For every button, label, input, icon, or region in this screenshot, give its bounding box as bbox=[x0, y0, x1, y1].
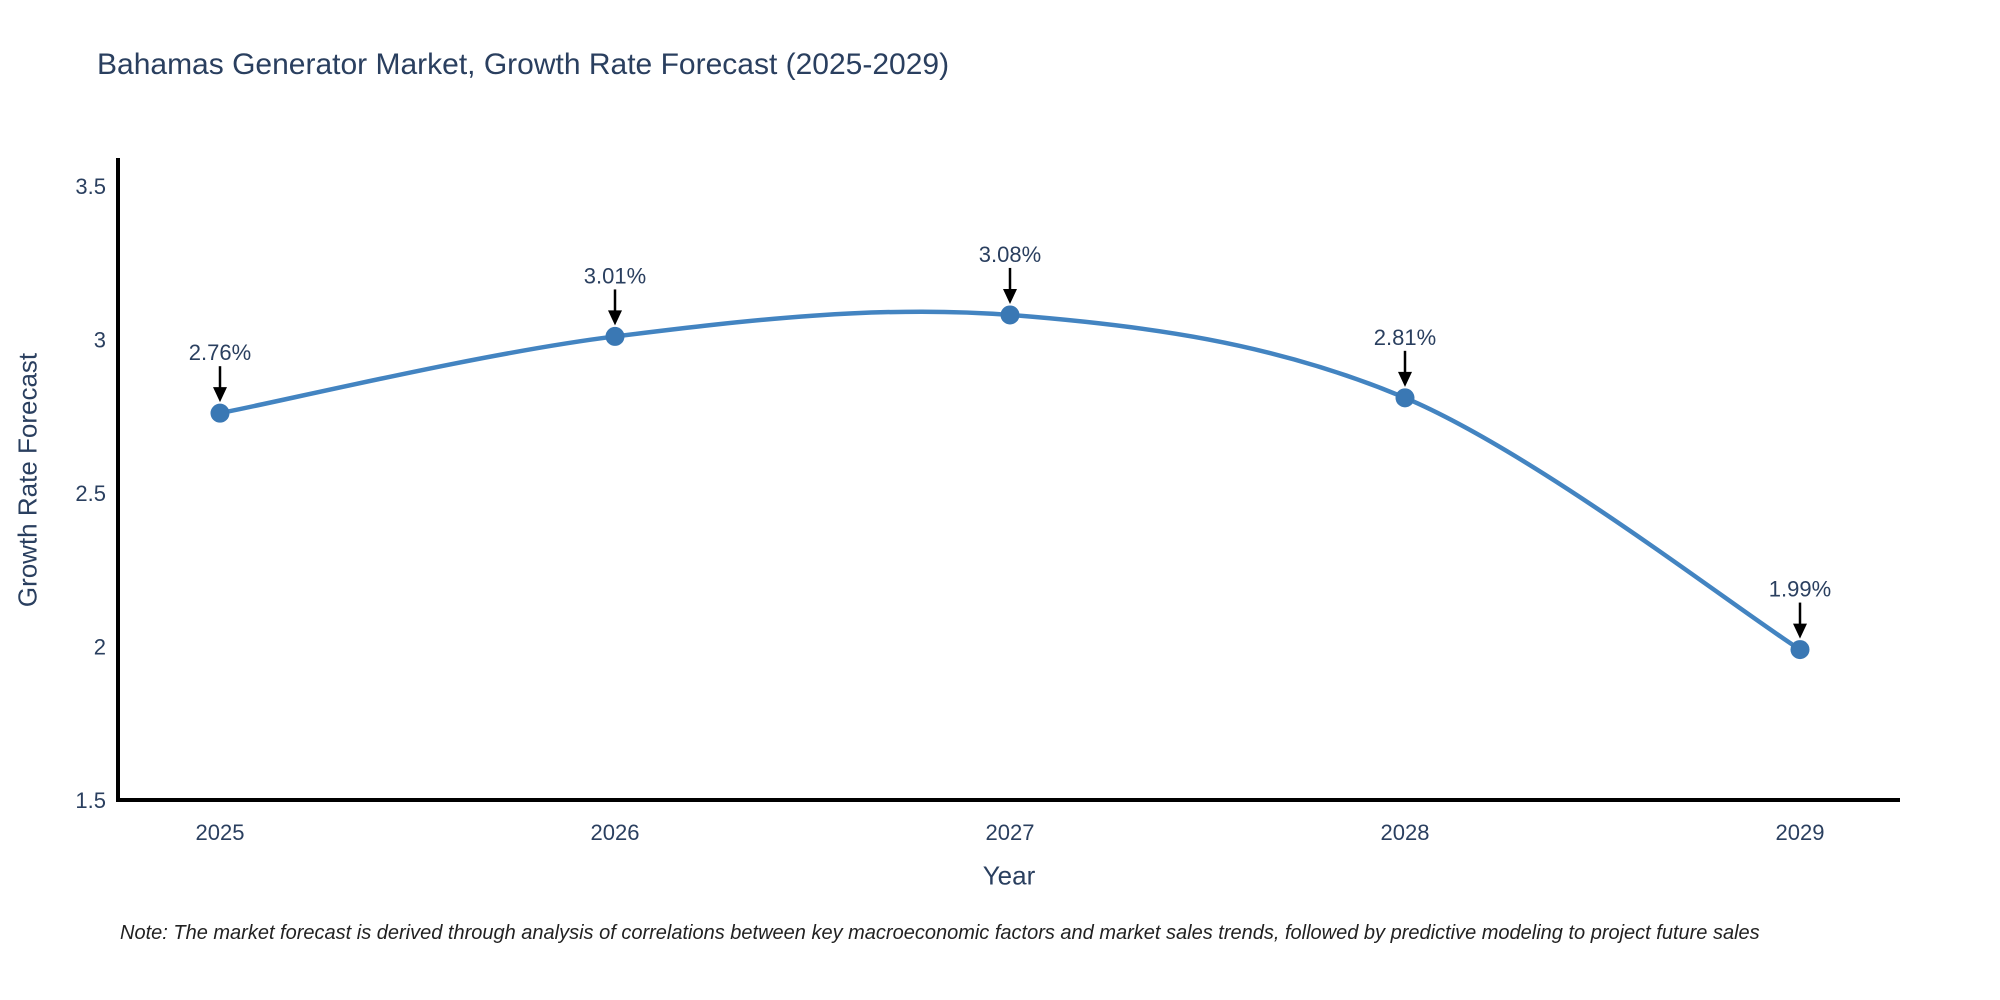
x-tick-label: 2029 bbox=[1776, 820, 1825, 845]
y-tick-label: 2 bbox=[94, 635, 106, 660]
annotation-label: 3.01% bbox=[584, 263, 646, 288]
annotation-arrowhead bbox=[608, 310, 622, 326]
annotation-arrowhead bbox=[1003, 288, 1017, 304]
x-tick-label: 2027 bbox=[986, 820, 1035, 845]
annotation-arrowhead bbox=[1793, 623, 1807, 639]
data-point-marker bbox=[210, 403, 230, 423]
x-tick-label: 2026 bbox=[591, 820, 640, 845]
data-point-marker bbox=[1000, 305, 1020, 325]
chart-title: Bahamas Generator Market, Growth Rate Fo… bbox=[97, 48, 950, 81]
annotation-label: 2.81% bbox=[1374, 325, 1436, 350]
y-tick-label: 2.5 bbox=[75, 481, 106, 506]
y-axis-title: Growth Rate Forecast bbox=[12, 352, 43, 608]
x-tick-label: 2028 bbox=[1381, 820, 1430, 845]
x-axis-title: Year bbox=[982, 860, 1036, 891]
annotation-arrowhead bbox=[213, 387, 227, 403]
data-point-marker bbox=[1395, 388, 1415, 408]
data-point-marker bbox=[605, 326, 625, 346]
y-tick-label: 3.5 bbox=[75, 174, 106, 199]
x-tick-label: 2025 bbox=[196, 820, 245, 845]
annotation-arrowhead bbox=[1398, 371, 1412, 387]
y-tick-label: 1.5 bbox=[75, 788, 106, 813]
y-tick-label: 3 bbox=[94, 328, 106, 353]
annotation-label: 3.08% bbox=[979, 242, 1041, 267]
annotation-label: 1.99% bbox=[1769, 577, 1831, 602]
data-point-marker bbox=[1790, 640, 1810, 660]
series-line bbox=[217, 309, 1803, 652]
annotation-label: 2.76% bbox=[189, 340, 251, 365]
footnote: Note: The market forecast is derived thr… bbox=[120, 922, 1760, 944]
